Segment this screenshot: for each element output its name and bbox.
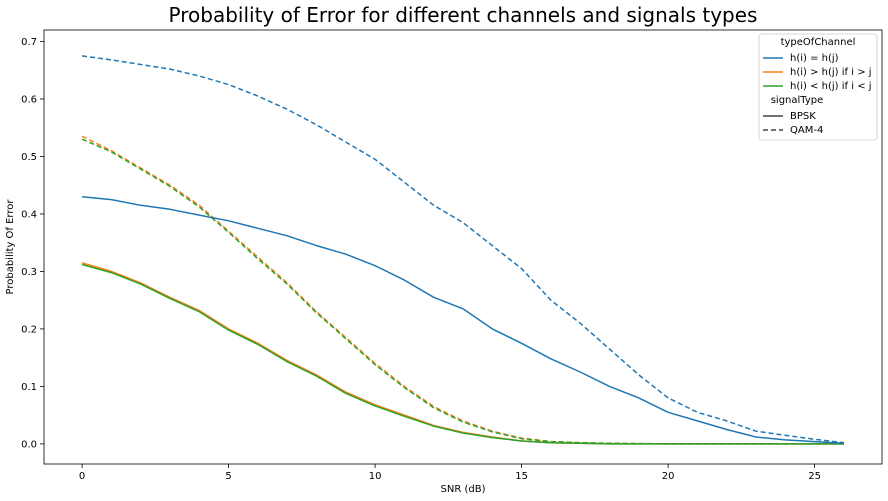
- legend: typeOfChannel h(i) = h(j) h(i) > h(j) if…: [758, 33, 878, 141]
- x-tick-label: 20: [662, 471, 675, 482]
- x-tick-label: 10: [369, 471, 382, 482]
- y-axis-label: Probability Of Error: [5, 199, 16, 295]
- series-line-3: [81, 138, 844, 445]
- series-line-5: [81, 263, 844, 445]
- series-line-2: [81, 135, 844, 445]
- y-tick-label: 0.2: [21, 324, 37, 335]
- legend-hue-title: typeOfChannel: [781, 37, 856, 48]
- y-tick-label: 0.4: [21, 209, 37, 220]
- legend-hue-label-0: h(i) = h(j): [790, 53, 839, 64]
- legend-hue-label-2: h(i) < h(j) if i < j: [790, 81, 872, 92]
- y-tick-label: 0.5: [21, 152, 37, 163]
- x-axis-ticks: 0 5 10 15 20 25: [79, 464, 821, 482]
- legend-style-label-1: QAM-4: [790, 125, 823, 136]
- x-tick-label: 0: [79, 471, 85, 482]
- y-tick-label: 0.7: [21, 37, 37, 48]
- legend-style-label-0: BPSK: [790, 111, 816, 122]
- y-axis-ticks: 0.0 0.1 0.2 0.3 0.4 0.5 0.6 0.7: [21, 37, 44, 450]
- y-tick-label: 0.1: [21, 382, 37, 393]
- legend-hue-label-1: h(i) > h(j) if i > j: [790, 67, 872, 78]
- series-layer: [81, 55, 844, 445]
- chart-title: Probability of Error for different chann…: [169, 3, 758, 27]
- x-tick-label: 15: [515, 471, 528, 482]
- series-line-1: [82, 195, 844, 445]
- x-tick-label: 25: [808, 471, 821, 482]
- legend-box: [758, 33, 878, 141]
- y-tick-label: 0.0: [21, 439, 37, 450]
- series-line-0: [81, 55, 844, 444]
- y-tick-label: 0.6: [21, 94, 37, 105]
- y-tick-label: 0.3: [21, 267, 37, 278]
- x-tick-label: 5: [225, 471, 231, 482]
- x-axis-label: SNR (dB): [441, 484, 486, 495]
- plot-frame: [43, 29, 883, 465]
- legend-style-title: signalType: [771, 95, 824, 106]
